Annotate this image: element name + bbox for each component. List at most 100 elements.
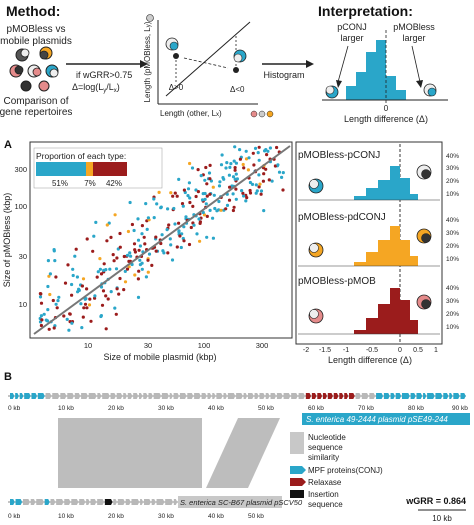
- xtick-100: 100: [198, 341, 211, 350]
- scatter-point: [91, 249, 95, 253]
- scatter-point: [179, 245, 183, 250]
- gene-arrow: [138, 393, 143, 399]
- panel-b-letter: B: [4, 371, 12, 383]
- scatter-point: [70, 321, 74, 325]
- scatter-point: [170, 258, 175, 262]
- scatter-point: [104, 327, 108, 331]
- top-tick-70: 70 kb: [358, 405, 374, 412]
- gene-arrow: [443, 393, 449, 399]
- scatter-point: [166, 207, 170, 211]
- scatter-point: [227, 198, 232, 202]
- scatter-point: [201, 210, 205, 215]
- top-genome-track: [8, 393, 466, 399]
- scatter-point: [113, 213, 117, 217]
- scatter-point: [126, 229, 130, 234]
- scatter-point: [39, 323, 44, 328]
- gene-arrow: [401, 393, 410, 399]
- xlabel-circles-icon: [250, 110, 274, 118]
- legend-bar-mob: [93, 162, 127, 176]
- top-plasmid-label: S. enterica 49-2444 plasmid pSE49-244: [306, 415, 448, 424]
- scatter-point: [191, 204, 195, 208]
- scatter-point: [146, 216, 150, 220]
- scatter-point: [227, 173, 231, 177]
- scatter-point: [150, 263, 154, 267]
- scatter-point: [71, 273, 75, 278]
- method-top-label-1: pMOBless vs: [7, 24, 66, 35]
- scatter-point: [232, 205, 236, 209]
- scatter-point: [251, 151, 255, 155]
- scatter-point: [165, 228, 169, 232]
- top-plasmid-label-bg: [302, 413, 470, 425]
- gene-arrow: [45, 393, 52, 399]
- bottom-tick-20: 20 kb: [108, 513, 124, 520]
- method-ylabel: Length (pMOBless, Ly): [143, 21, 152, 102]
- hist1-ytick-20: 20%: [446, 178, 459, 185]
- scatter-point: [145, 227, 149, 231]
- scatter-point: [136, 277, 140, 281]
- scatter-point: [166, 251, 170, 255]
- hist-xtick-m15: -1.5: [319, 347, 331, 354]
- scatter-point: [234, 187, 238, 191]
- gene-arrow: [15, 393, 19, 399]
- gene-arrow: [10, 499, 15, 505]
- scatter-point: [245, 196, 249, 200]
- scatter-point: [281, 171, 285, 175]
- scatter-point: [180, 232, 184, 236]
- gene-arrow: [123, 393, 127, 399]
- gene-arrow: [254, 393, 259, 399]
- scatter-point: [39, 301, 44, 305]
- gene-arrow: [117, 499, 125, 505]
- hist-xlabel: Length difference (Δ): [328, 355, 412, 365]
- gene-arrow: [161, 393, 169, 399]
- scatter-point: [257, 173, 261, 177]
- gene-arrow: [305, 393, 312, 399]
- scatter-point: [228, 165, 232, 169]
- hist3-ytick-40: 40%: [446, 285, 459, 292]
- hist1-ytick-40: 40%: [446, 153, 459, 160]
- track-legend: Nucleotide sequence similarity MPF prote…: [290, 432, 383, 509]
- hist-bars-pdconj: [354, 226, 418, 266]
- top-tick-80: 80 kb: [408, 405, 424, 412]
- scatter-point: [208, 177, 212, 181]
- gene-arrow: [169, 393, 173, 399]
- scatter-point: [93, 294, 97, 298]
- scatter-point: [115, 256, 119, 260]
- interp-zero: 0: [384, 104, 389, 113]
- legend-relaxase-arrow: [290, 478, 306, 486]
- gene-arrow: [15, 499, 23, 505]
- scatter-point: [73, 254, 77, 258]
- gene-arrow: [243, 393, 248, 399]
- scatter-point: [198, 239, 202, 243]
- scatter-point: [79, 302, 83, 306]
- scatter-point: [258, 182, 262, 186]
- gene-arrow: [156, 499, 165, 505]
- scatter-point: [98, 267, 102, 271]
- top-tick-10: 10 kb: [58, 405, 74, 412]
- scatter-point: [224, 207, 228, 211]
- scatter-point: [263, 149, 267, 153]
- scatter-point: [257, 158, 261, 162]
- gene-arrow: [216, 393, 223, 399]
- gene-arrow: [81, 393, 88, 399]
- scatter-point: [261, 179, 265, 183]
- scatter-point: [94, 220, 98, 224]
- scatter-point: [140, 224, 144, 228]
- scatter-point: [144, 275, 148, 279]
- scatter-point: [74, 247, 78, 251]
- scatter-point: [140, 232, 144, 236]
- method-top-label-2: mobile plasmids: [0, 36, 72, 47]
- scatter-point: [123, 280, 128, 284]
- top-genes: [10, 393, 466, 399]
- top-tick-0: 0 kb: [8, 405, 21, 412]
- legend-pct-mob: 42%: [106, 179, 122, 188]
- xtick-30: 30: [144, 341, 152, 350]
- gene-arrow: [361, 393, 369, 399]
- gene-arrow: [227, 393, 236, 399]
- scatter-point: [229, 162, 233, 166]
- scatter-point: [109, 290, 113, 294]
- scatter-point: [47, 327, 51, 331]
- gene-arrow: [390, 393, 395, 399]
- scatter-point: [235, 177, 239, 181]
- scatter-point: [63, 281, 68, 285]
- gene-arrow: [10, 393, 15, 399]
